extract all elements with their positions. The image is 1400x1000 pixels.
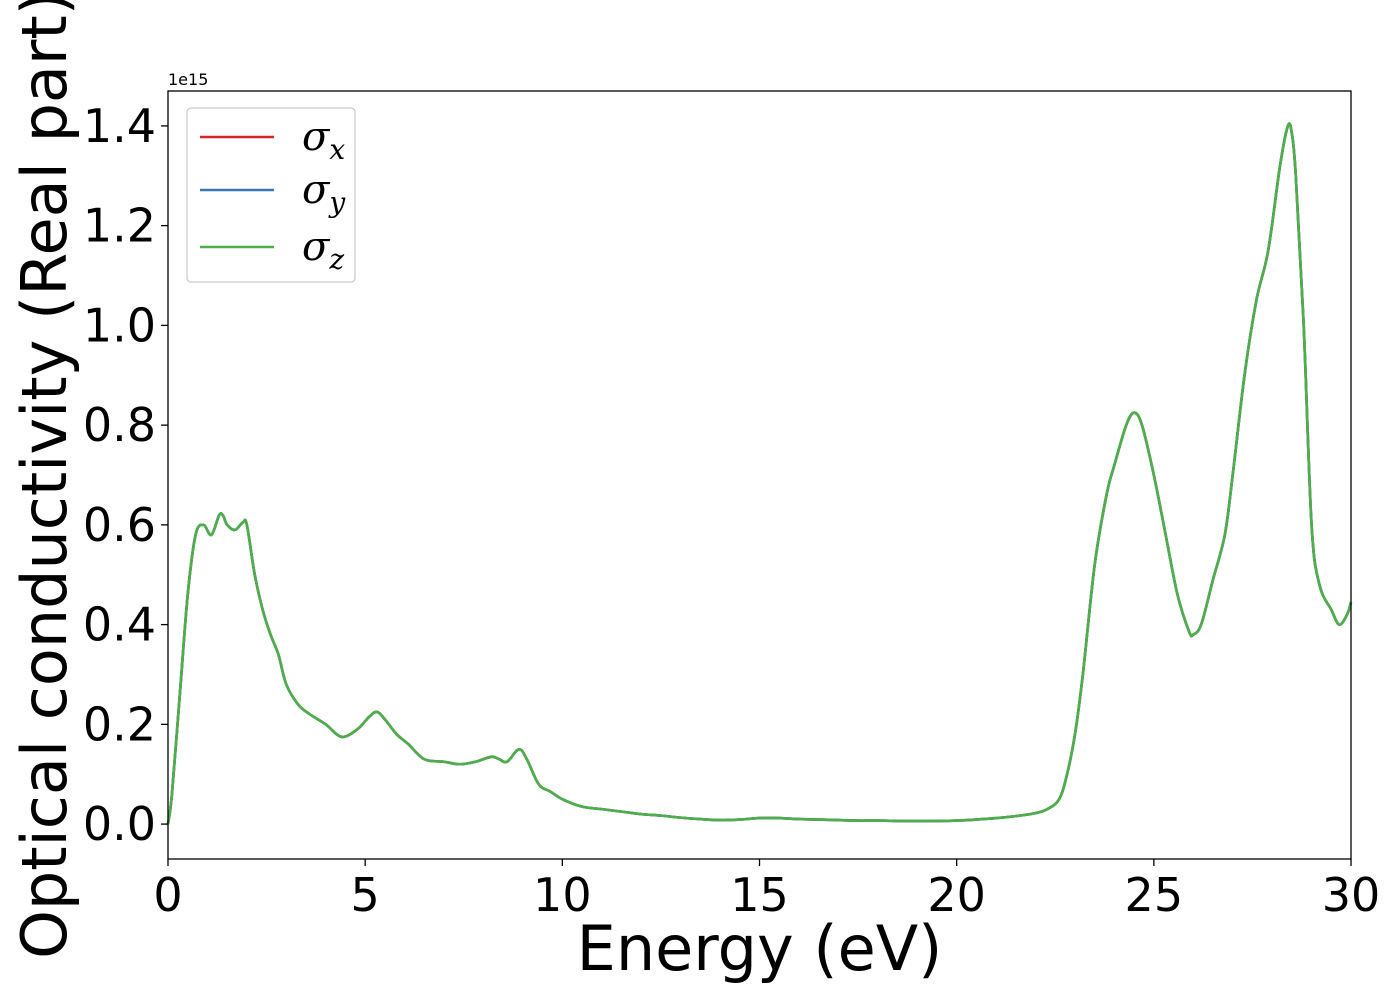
y-tick-label: 1.0 — [83, 298, 156, 352]
y-tick-label: 0.0 — [83, 797, 156, 851]
x-tick-label: 20 — [927, 868, 986, 922]
legend-label: σy — [302, 167, 346, 219]
y-tick-label: 0.6 — [83, 498, 156, 552]
x-tick-label: 30 — [1322, 868, 1381, 922]
y-tick-label: 0.2 — [83, 697, 156, 751]
y-tick-label: 1.2 — [83, 199, 156, 253]
series-line-3 — [166, 122, 1353, 825]
y-tick-label: 1.4 — [83, 99, 156, 153]
y-axis-ticks: 0.0 0.2 0.4 0.6 0.8 1.0 1.2 1.4 — [83, 99, 168, 851]
x-tick-label: 10 — [533, 868, 592, 922]
x-tick-label: 0 — [153, 868, 182, 922]
y-tick-label: 0.4 — [83, 598, 156, 652]
y-offset-label: 1e15 — [168, 70, 208, 89]
x-axis-title: Energy (eV) — [577, 912, 943, 985]
series-layer — [166, 122, 1353, 825]
x-tick-label: 5 — [351, 868, 380, 922]
y-axis-title: Optical conductivity (Real part) — [8, 0, 81, 959]
legend-label: σz — [302, 224, 344, 276]
x-tick-label: 25 — [1125, 868, 1184, 922]
x-axis-ticks: 0 5 10 15 20 25 30 — [153, 859, 1380, 922]
y-tick-label: 0.8 — [83, 398, 156, 452]
x-tick-label: 15 — [730, 868, 789, 922]
legend-frame — [186, 107, 356, 283]
